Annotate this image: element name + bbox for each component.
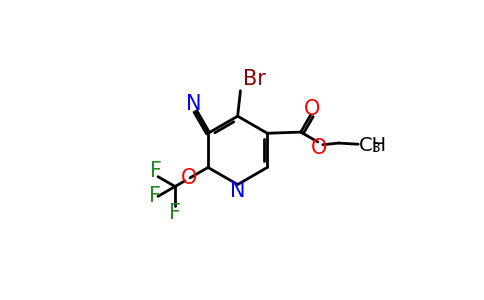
Text: O: O (181, 168, 197, 188)
Text: F: F (169, 203, 181, 223)
Text: 3: 3 (372, 141, 380, 155)
Text: Br: Br (243, 69, 266, 89)
Text: CH: CH (359, 136, 388, 155)
Text: F: F (149, 186, 161, 206)
Text: N: N (230, 181, 245, 201)
Text: O: O (311, 138, 327, 158)
Text: O: O (303, 99, 320, 119)
Text: N: N (186, 94, 202, 114)
Text: F: F (150, 161, 162, 181)
